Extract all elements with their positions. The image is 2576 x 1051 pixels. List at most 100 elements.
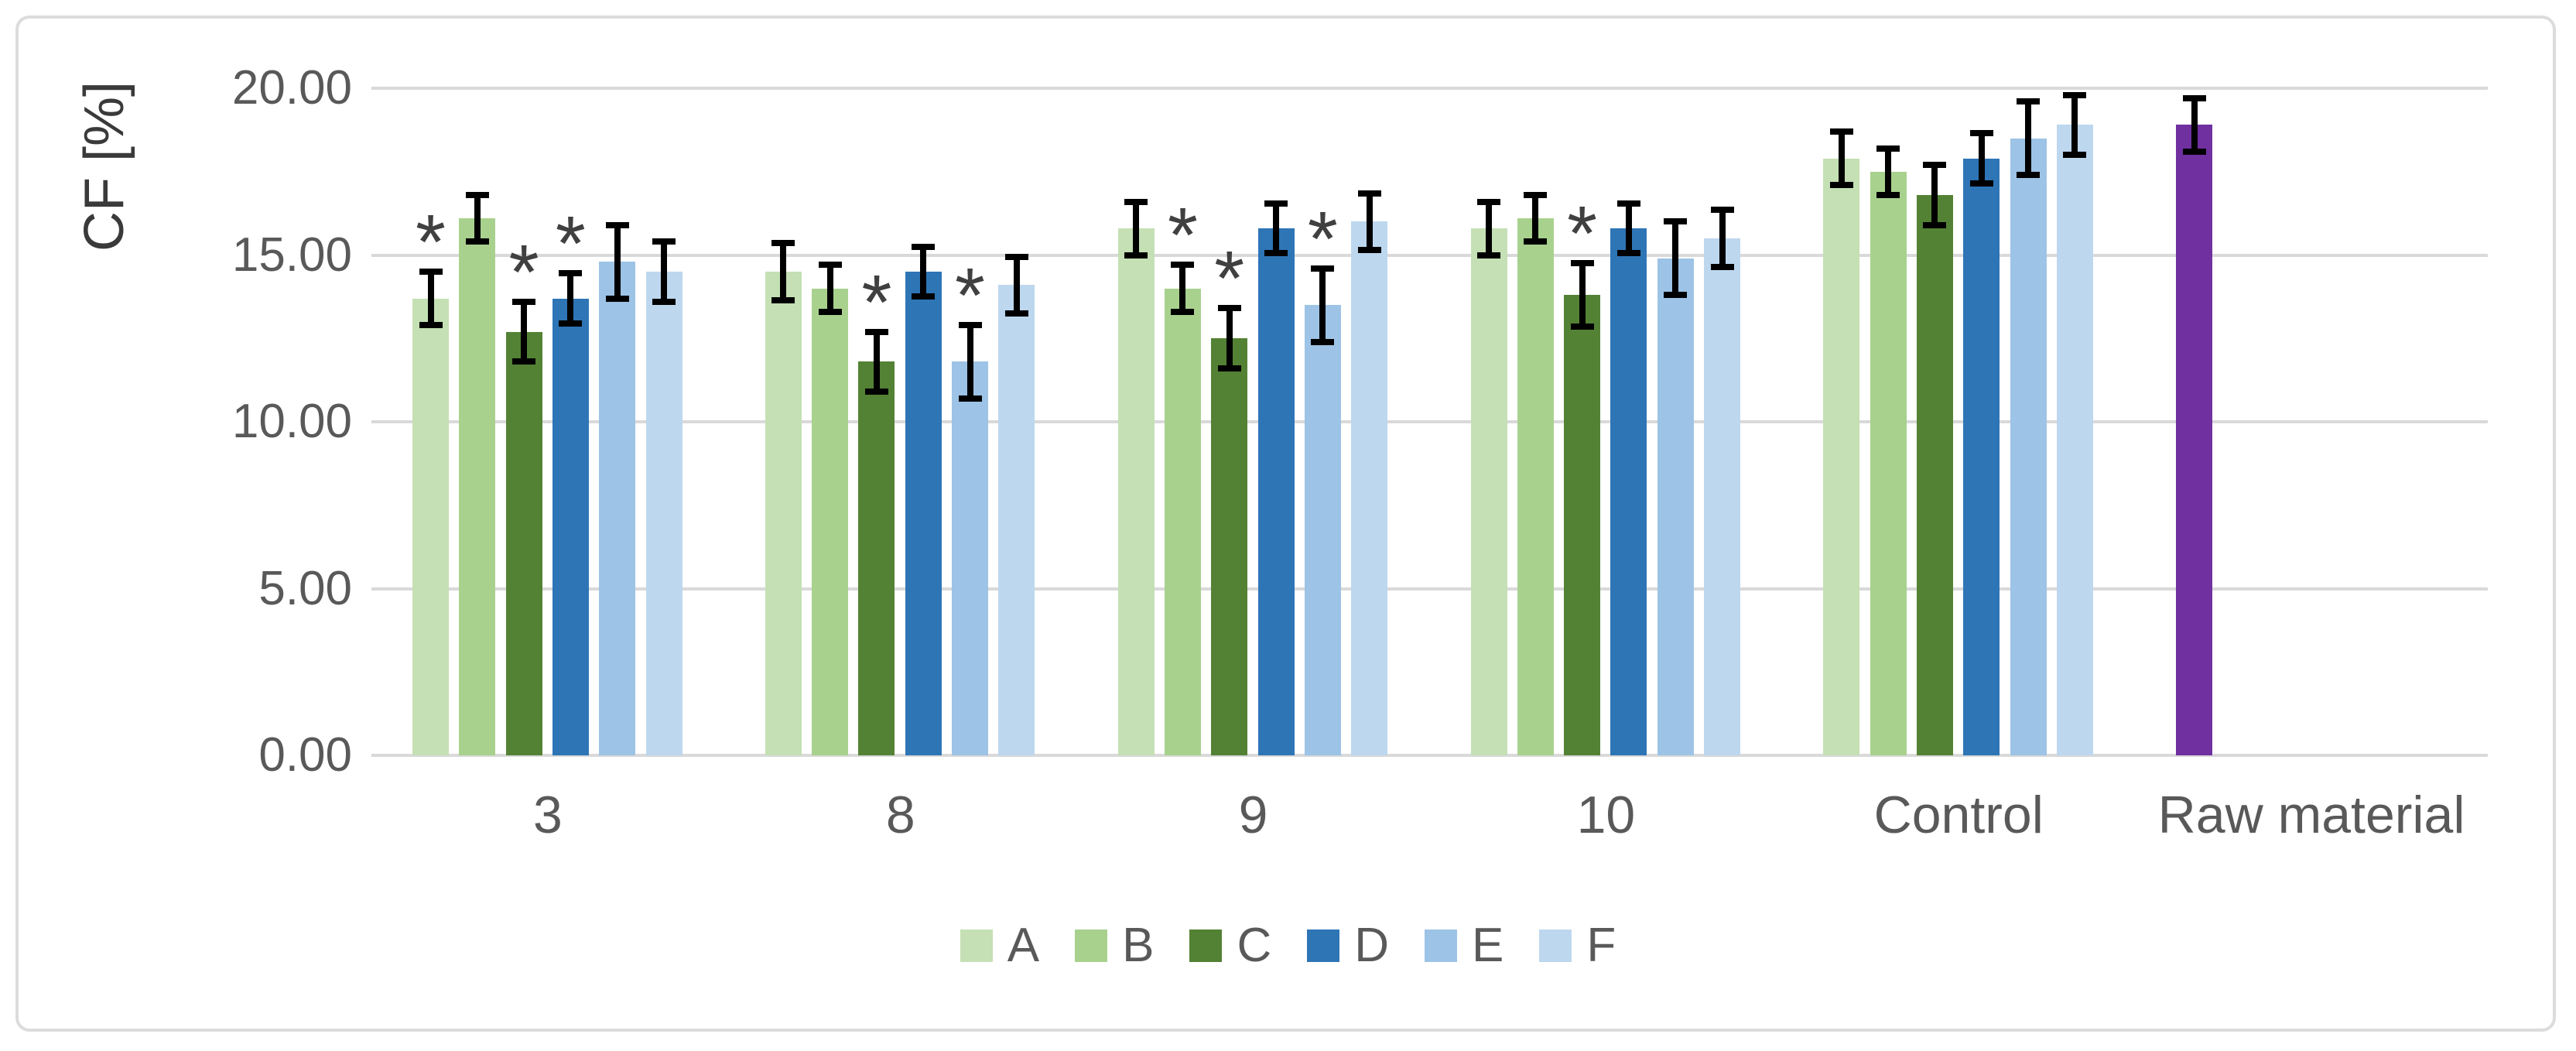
error-bar-cap-bottom-f-10 <box>1710 263 1734 270</box>
error-bar-cap-bottom-a-9 <box>1124 252 1148 258</box>
bar-d-control <box>1963 158 2000 755</box>
error-bar-cap-bottom-f-3 <box>652 298 676 305</box>
error-bar-line-e-3 <box>614 224 621 299</box>
error-bar-cap-bottom-c-3 <box>512 358 536 365</box>
y-tick-label-5.00: 5.00 <box>258 561 352 615</box>
bar-e-9 <box>1304 305 1341 755</box>
bar-d-10 <box>1610 228 1647 755</box>
legend-swatch-e <box>1425 929 1458 962</box>
error-bar-cap-top-c-3 <box>512 298 536 305</box>
error-bar-cap-bottom-a-8 <box>771 296 795 303</box>
error-bar-line-f-8 <box>1013 256 1020 313</box>
bar-f-control <box>2056 125 2093 755</box>
legend-label-d: D <box>1354 919 1390 972</box>
bar-d-9 <box>1257 228 1295 755</box>
x-axis-label-8: 8 <box>885 786 915 844</box>
error-bar-line-f-3 <box>661 241 667 302</box>
error-bar-line-c-8 <box>873 331 880 392</box>
error-bar-cap-bottom-b-8 <box>818 308 842 315</box>
significance-asterisk-d-3: * <box>555 200 586 288</box>
error-bar-line-c-9 <box>1226 308 1233 369</box>
bar-a-9 <box>1117 228 1155 755</box>
bar-c-9 <box>1211 338 1248 755</box>
error-bar-cap-top-d-10 <box>1616 200 1640 207</box>
bar-c-control <box>1916 194 1953 755</box>
plot-area: * * * * * * * * * <box>371 87 2488 757</box>
error-bar-cap-top-a-control <box>1829 128 1853 135</box>
y-tick-label-10.00: 10.00 <box>231 395 352 448</box>
error-bar-cap-top-raw-material-raw-material <box>2182 94 2206 101</box>
error-bar-cap-bottom-d-control <box>1969 180 1993 187</box>
error-bar-cap-bottom-b-10 <box>1524 238 1548 245</box>
bar-b-8 <box>812 288 849 755</box>
error-bar-cap-top-c-8 <box>864 328 888 335</box>
bar-c-8 <box>858 361 895 755</box>
error-bar-line-e-8 <box>966 325 973 399</box>
y-tick-label-20.00: 20.00 <box>231 61 352 115</box>
error-bar-cap-top-e-3 <box>605 221 629 228</box>
error-bar-line-a-9 <box>1133 201 1140 255</box>
error-bar-cap-top-c-10 <box>1570 260 1594 267</box>
y-tick-label-0.00: 0.00 <box>258 728 352 782</box>
error-bar-line-b-3 <box>474 194 481 242</box>
error-bar-cap-top-a-8 <box>771 240 795 247</box>
significance-asterisk-e-9: * <box>1307 195 1338 282</box>
error-bar-line-b-10 <box>1532 194 1539 242</box>
error-bar-line-a-control <box>1838 132 1845 185</box>
error-bar-cap-bottom-a-3 <box>419 322 443 328</box>
error-bar-cap-top-f-10 <box>1710 207 1734 214</box>
error-bar-line-d-8 <box>920 246 927 297</box>
gridline-20.00 <box>371 87 2488 90</box>
error-bar-cap-bottom-e-9 <box>1311 338 1335 345</box>
error-bar-cap-bottom-a-control <box>1829 181 1853 188</box>
error-bar-cap-top-b-10 <box>1524 191 1548 198</box>
legend-item-d: D <box>1307 919 1390 972</box>
error-bar-cap-top-e-control <box>2017 98 2041 105</box>
bar-d-8 <box>905 272 942 755</box>
bar-b-9 <box>1164 288 1201 755</box>
bar-b-control <box>1870 171 1907 755</box>
category-group-9: * * * <box>1077 88 1430 755</box>
gridline-0.00 <box>371 754 2488 757</box>
bar-e-control <box>2010 138 2047 755</box>
error-bar-cap-top-b-9 <box>1171 262 1195 269</box>
error-bar-cap-top-a-10 <box>1477 198 1500 205</box>
error-bar-cap-top-a-3 <box>419 269 443 276</box>
error-bar-cap-top-f-9 <box>1357 190 1381 197</box>
legend-swatch-d <box>1307 929 1340 962</box>
significance-asterisk-c-9: * <box>1214 235 1245 323</box>
error-bar-cap-top-b-8 <box>818 262 842 269</box>
error-bar-line-b-8 <box>826 265 833 312</box>
error-bar-line-e-control <box>2025 101 2032 176</box>
error-bar-cap-bottom-d-9 <box>1264 250 1288 257</box>
error-bar-cap-bottom-c-9 <box>1217 365 1241 372</box>
error-bar-cap-bottom-d-3 <box>559 320 583 327</box>
bar-e-8 <box>952 361 989 755</box>
legend-label-e: E <box>1472 919 1504 972</box>
bar-f-8 <box>998 285 1035 755</box>
error-bar-line-a-3 <box>427 272 434 325</box>
bar-raw-material-raw-material <box>2176 125 2213 755</box>
error-bar-cap-top-a-9 <box>1124 198 1148 205</box>
error-bar-line-b-control <box>1885 148 1892 195</box>
error-bar-cap-top-d-8 <box>912 243 936 250</box>
error-bar-cap-top-b-control <box>1876 145 1900 152</box>
error-bar-cap-bottom-b-3 <box>465 238 489 245</box>
bar-d-3 <box>552 298 589 755</box>
error-bar-cap-bottom-c-10 <box>1570 324 1594 330</box>
bar-c-10 <box>1564 295 1601 755</box>
error-bar-cap-bottom-e-3 <box>605 295 629 302</box>
error-bar-cap-top-d-3 <box>559 270 583 277</box>
significance-asterisk-e-8: * <box>955 252 985 339</box>
bar-a-control <box>1823 158 1860 755</box>
error-bar-line-f-control <box>2071 94 2078 156</box>
x-axis-label-9: 9 <box>1238 786 1268 844</box>
category-group-10: * <box>1430 88 1783 755</box>
error-bar-line-d-10 <box>1625 203 1632 254</box>
error-bar-cap-top-c-9 <box>1217 305 1241 312</box>
error-bar-cap-bottom-b-9 <box>1171 308 1195 315</box>
error-bar-cap-bottom-f-8 <box>1004 310 1028 317</box>
error-bar-cap-top-d-control <box>1969 130 1993 137</box>
significance-asterisk-a-3: * <box>416 199 446 286</box>
error-bar-line-a-10 <box>1486 201 1492 255</box>
